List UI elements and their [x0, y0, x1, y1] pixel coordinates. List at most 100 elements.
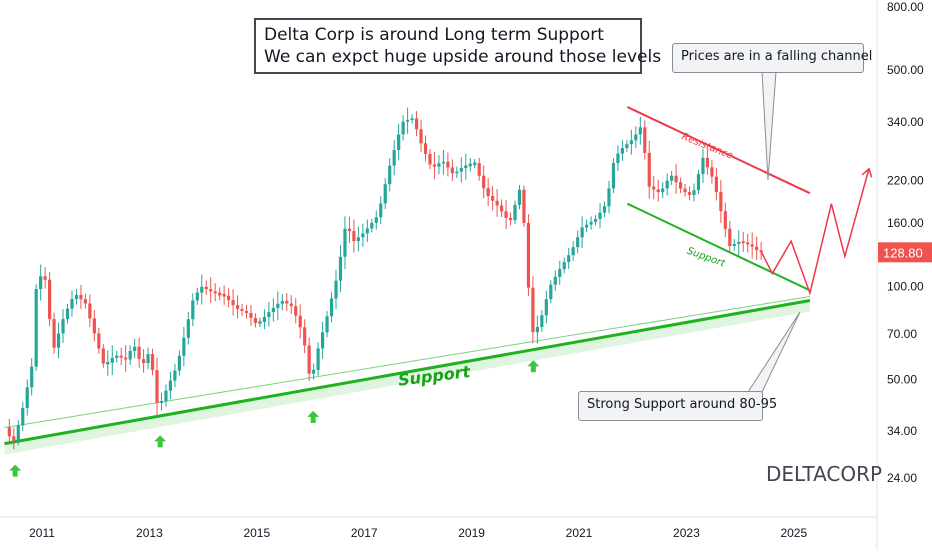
- candle-body: [146, 354, 150, 364]
- x-tick-label: 2021: [566, 526, 593, 540]
- candle-body: [253, 317, 258, 323]
- candle-body: [34, 289, 38, 367]
- candle-body: [258, 321, 262, 324]
- x-tick-label: 2025: [780, 526, 807, 540]
- candle-body: [504, 211, 508, 218]
- candle-body: [379, 203, 383, 218]
- candle-body: [687, 192, 692, 195]
- candle-body: [150, 354, 155, 371]
- candle-body: [12, 436, 16, 441]
- candle-body: [320, 332, 325, 349]
- candle-body: [128, 350, 132, 360]
- candle-body: [285, 300, 289, 304]
- candle-body: [186, 319, 190, 338]
- candle-body: [141, 359, 146, 364]
- candle-body: [39, 276, 43, 290]
- candle-body: [303, 327, 307, 346]
- candle-body: [182, 337, 186, 356]
- support-touch-arrow-icon: [527, 360, 540, 373]
- candle-body: [755, 246, 759, 251]
- candle-body: [365, 228, 369, 234]
- y-tick-label: 500.00: [887, 63, 924, 77]
- candle-body: [155, 370, 159, 403]
- support-touch-arrow-icon: [154, 435, 167, 448]
- last-price-tag: [878, 242, 932, 263]
- last-price-label: 128.80: [883, 245, 923, 260]
- y-tick-label: 340.00: [887, 115, 924, 129]
- candle-body: [204, 286, 208, 290]
- candle-body: [361, 233, 365, 238]
- candle-body: [97, 333, 101, 349]
- x-tick-label: 2015: [243, 526, 270, 540]
- candle-body: [235, 305, 240, 309]
- candle-body: [544, 299, 548, 316]
- candle-body: [312, 369, 316, 374]
- candle-body: [177, 355, 181, 371]
- candle-body: [213, 291, 217, 294]
- candle-body: [267, 312, 271, 317]
- candle-body: [643, 127, 647, 153]
- candle-body: [719, 191, 723, 212]
- candle-body: [634, 134, 638, 141]
- candle-body: [262, 316, 267, 322]
- candle-body: [56, 333, 61, 348]
- strong-support-callout: Strong Support around 80-95: [578, 391, 777, 421]
- candle-body: [289, 303, 293, 307]
- candle-body: [16, 425, 20, 441]
- candle-body: [280, 300, 284, 304]
- candle-body: [746, 242, 750, 245]
- candle-body: [553, 276, 557, 285]
- candle-body: [25, 387, 29, 408]
- long-support-label: Support: [397, 362, 472, 390]
- support-touch-arrow-icon: [307, 410, 320, 423]
- candle-body: [70, 298, 74, 309]
- candle-body: [683, 188, 687, 193]
- candle-body: [65, 308, 70, 320]
- candle-body: [159, 401, 164, 403]
- title-line-1: Delta Corp is around Long term Support: [264, 25, 604, 45]
- candle-body: [446, 161, 450, 168]
- candle-body: [450, 167, 454, 174]
- channel-callout-pointer: [761, 71, 777, 181]
- candle-body: [562, 262, 566, 270]
- candle-body: [92, 318, 96, 334]
- candle-body: [137, 346, 141, 360]
- candle-body: [164, 390, 168, 402]
- candle-body: [540, 315, 544, 328]
- x-tick-label: 2019: [458, 526, 485, 540]
- candle-body: [83, 299, 88, 304]
- candle-body: [665, 180, 669, 189]
- candle-body: [249, 312, 253, 318]
- candle-body: [567, 255, 571, 263]
- candle-body: [110, 357, 114, 363]
- candle-body: [710, 167, 714, 177]
- y-tick-label: 160.00: [887, 216, 924, 230]
- candle-body: [495, 200, 499, 206]
- candle-body: [473, 162, 477, 166]
- candle-body: [437, 163, 441, 167]
- x-tick-label: 2011: [29, 526, 55, 540]
- candle-body: [329, 298, 334, 317]
- candle-body: [441, 161, 446, 164]
- candle-body: [508, 217, 513, 221]
- candle-body: [714, 176, 718, 192]
- candle-body: [316, 348, 320, 370]
- candle-body: [477, 163, 481, 176]
- channel-support-line: [626, 202, 811, 292]
- candle-body: [7, 427, 11, 437]
- candle-body: [611, 163, 616, 189]
- candle-body: [406, 119, 410, 122]
- candle-body: [468, 163, 472, 167]
- candle-body: [607, 188, 611, 207]
- candle-body: [678, 182, 683, 189]
- candle-body: [52, 319, 56, 348]
- candle-body: [576, 237, 580, 248]
- title-note: Delta Corp is around Long term Support W…: [254, 18, 661, 74]
- candle-body: [598, 212, 602, 220]
- x-tick-label: 2017: [351, 526, 378, 540]
- support-zone-top: [4, 295, 810, 429]
- candle-body: [347, 228, 352, 232]
- candle-body: [602, 206, 607, 213]
- candle-body: [692, 190, 696, 195]
